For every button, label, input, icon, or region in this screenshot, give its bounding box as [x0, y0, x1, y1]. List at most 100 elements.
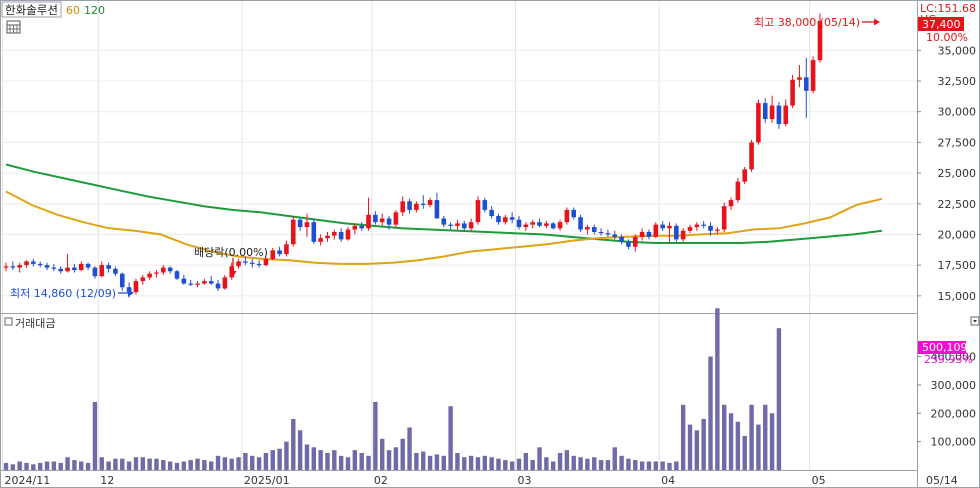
candle [263, 256, 269, 267]
candle-body [632, 236, 638, 247]
candle [414, 201, 419, 213]
candle-body [496, 216, 501, 223]
volume-bar [598, 460, 604, 470]
calendar-icon[interactable] [6, 20, 21, 34]
volume-bar [195, 458, 200, 470]
volume-bar [366, 455, 371, 470]
x-tick-label: 2025/01 [244, 474, 290, 487]
volume-bar [256, 457, 262, 470]
candle [749, 139, 754, 172]
candle [612, 230, 618, 240]
candle [797, 65, 802, 88]
candle [742, 166, 748, 185]
candle-body [708, 225, 713, 231]
volume-bar [578, 457, 583, 470]
candle-body [803, 77, 809, 91]
volume-bar [434, 454, 440, 470]
candle-body [817, 20, 823, 61]
candle [167, 266, 173, 274]
candle [222, 274, 228, 290]
candle-body [3, 266, 9, 268]
candle [585, 224, 590, 235]
candle [202, 278, 207, 285]
candle-body [461, 223, 467, 229]
volume-bar [557, 452, 563, 470]
candle [215, 279, 221, 291]
candle [461, 220, 467, 231]
volume-bar [297, 430, 303, 470]
candle-body [598, 231, 604, 234]
candle-body [420, 203, 426, 205]
candle-body [133, 281, 139, 293]
candle-body [119, 273, 125, 288]
stock-name[interactable]: 한화솔루션 [5, 3, 58, 17]
ma60-label: 60 [66, 4, 80, 17]
volume-bar [742, 435, 747, 470]
candle [544, 220, 549, 229]
panel-minimize-icon[interactable] [970, 316, 980, 326]
stock-name-box[interactable] [1, 1, 62, 18]
candle [489, 206, 494, 219]
candle-body [202, 281, 207, 284]
candle-body [140, 277, 146, 282]
candle-body [749, 142, 754, 170]
candle [803, 57, 809, 118]
candle-body [215, 283, 221, 289]
candle-body [509, 217, 515, 220]
volume-bar [161, 460, 166, 470]
candle-body [400, 201, 406, 213]
candle-body [578, 217, 583, 230]
volume-panel-checkbox[interactable] [4, 317, 13, 326]
volume-bar [687, 424, 693, 470]
candle [24, 260, 29, 268]
volume-bar [455, 452, 460, 470]
candle [65, 254, 70, 273]
candle [557, 219, 563, 231]
candle [578, 214, 583, 232]
candle-body [721, 206, 727, 230]
candle-body [810, 60, 816, 91]
x-tick-label: 03 [518, 474, 532, 487]
volume-bar [544, 457, 549, 470]
candle-body [154, 272, 159, 274]
candle [571, 207, 577, 220]
candle-body [304, 222, 310, 228]
candle-body [626, 241, 631, 247]
y-tick-label: 30,000 [938, 106, 977, 119]
volume-title: 거래대금 [15, 317, 55, 330]
candle-body [236, 261, 241, 267]
candle [297, 217, 303, 231]
volume-bar [462, 457, 467, 470]
candle [605, 229, 611, 237]
volume-bar [626, 458, 631, 470]
candle-body [44, 265, 50, 268]
x-tick-label: 05/14 [926, 474, 958, 487]
candle-body [544, 223, 549, 226]
volume-bar [263, 452, 269, 470]
volume-bar [140, 457, 145, 470]
candle-body [516, 219, 522, 228]
low-arrow-icon [118, 289, 134, 297]
candle [701, 220, 706, 229]
volume-bar [646, 461, 652, 470]
volume-bar [133, 457, 139, 470]
volume-bar [496, 458, 501, 470]
volume-bar [475, 457, 481, 470]
candle-body [174, 271, 180, 279]
candle [188, 279, 193, 286]
grid-lines [1, 1, 917, 470]
candle [646, 229, 652, 240]
candle-body [92, 267, 98, 277]
volume-bar [605, 460, 611, 470]
candle-body [318, 238, 323, 242]
candlesticks [3, 13, 823, 298]
candle-body [653, 224, 659, 237]
volume-bar [311, 447, 316, 470]
volume-bar [763, 404, 768, 470]
volume-bar [215, 455, 221, 470]
candle-body [65, 267, 70, 272]
candle-body [325, 235, 330, 239]
y-tick-label: 32,500 [938, 75, 977, 88]
volume-bars [3, 308, 782, 470]
